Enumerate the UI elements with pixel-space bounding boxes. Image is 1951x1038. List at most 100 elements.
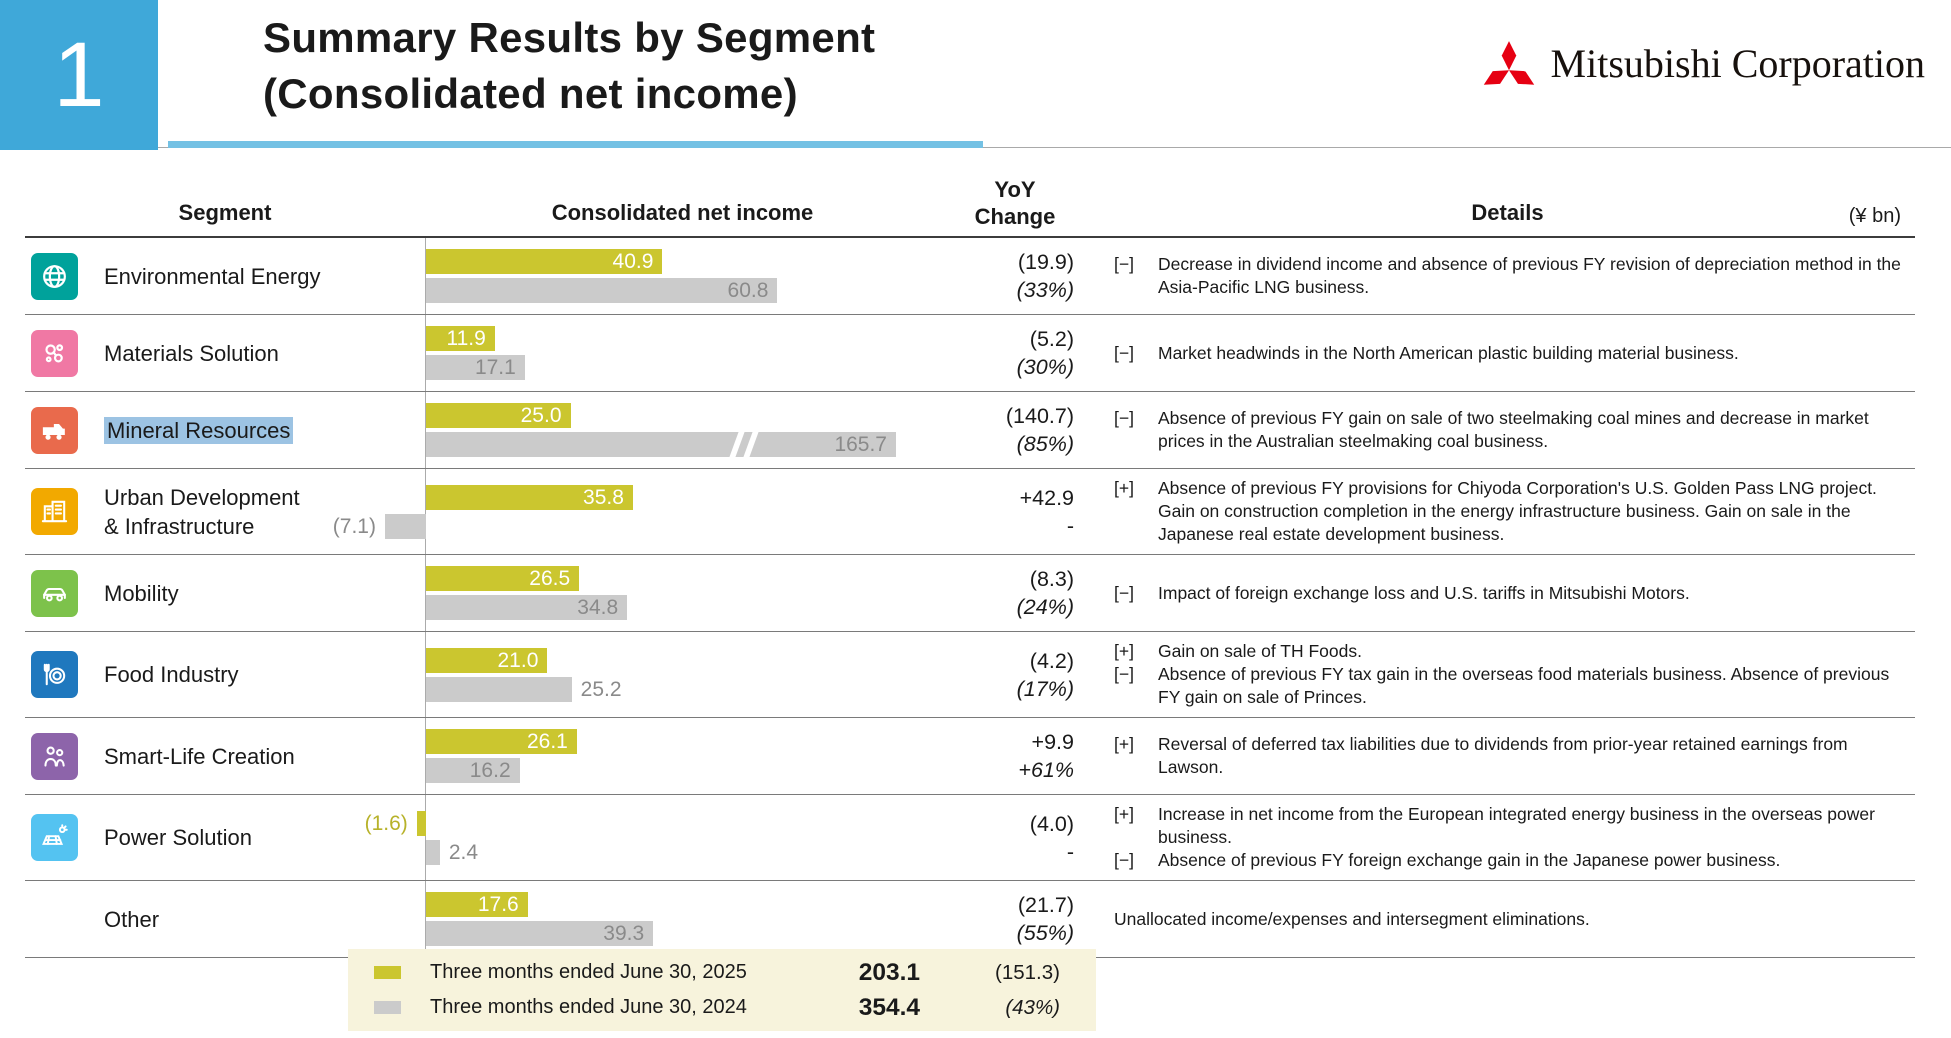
molecules-icon [31, 329, 78, 377]
bar-chart-cell: 35.8 (7.1) [333, 469, 940, 554]
detail-sign: [−] [1114, 664, 1134, 684]
segment-name-line2: & Infrastructure [104, 513, 255, 539]
legend-swatch-2024-icon [374, 1001, 401, 1014]
legend-swatch-2025-icon [374, 966, 401, 979]
column-header-yoy: YoY Change [940, 176, 1090, 230]
details-cell: [−] Impact of foreign exchange loss and U… [1090, 555, 1915, 631]
legend-total-2025: 203.1 [858, 958, 920, 986]
food-icon [31, 651, 78, 698]
detail-text: Decrease in dividend income and absence … [1158, 254, 1901, 297]
bar-chart-cell: 21.0 25.2 [425, 632, 940, 717]
bar-2025: 21.0 [426, 647, 548, 673]
power-icon [31, 814, 78, 861]
buildings-icon [31, 488, 78, 535]
yoy-value: (21.7) [1017, 893, 1074, 917]
detail-text: Reversal of deferred tax liabilities due… [1158, 734, 1848, 777]
bar-label: 17.6 [477, 893, 519, 916]
detail-text: Market headwinds in the North American p… [1158, 342, 1739, 363]
segment-cell: Mobility [25, 555, 425, 631]
segment-cell: Food Industry [25, 632, 425, 717]
car-icon [31, 569, 78, 617]
bar-label: 26.5 [529, 567, 571, 590]
bar-2025: 25.0 [426, 403, 571, 428]
detail-sign: [+] [1114, 478, 1134, 498]
bar-label: 35.8 [583, 485, 624, 509]
detail-sign: [−] [1114, 254, 1134, 274]
detail-line: [−] Market headwinds in the North America… [1114, 342, 1901, 365]
details-cell: [−] Market headwinds in the North America… [1090, 315, 1915, 391]
segment-cell: Environmental Energy [25, 238, 425, 314]
segment-row-other: Other 17.6 39.3 (21.7) (55%) Unallocated inco… [25, 881, 1915, 958]
details-cell: [+] Reversal of deferred tax liabilities … [1090, 718, 1915, 794]
column-header-income: Consolidated net income [551, 200, 814, 225]
yoy-percent: (55%) [1016, 921, 1074, 945]
details-cell: [−] Absence of previous FY gain on sale o… [1090, 392, 1915, 468]
bar-label: 25.2 [580, 677, 622, 701]
bar-label: 40.9 [612, 250, 654, 273]
bar-2025: 26.5 [426, 566, 580, 591]
detail-text: Gain on sale of TH Foods. [1158, 641, 1362, 661]
segment-cell: Mineral Resources [25, 392, 425, 468]
bar-chart-cell: 11.9 17.1 [425, 315, 940, 391]
detail-line: [+] Increase in net income from the Europ… [1114, 803, 1901, 849]
yoy-cell: +9.9 +61% [940, 718, 1090, 794]
segment-name: Smart-Life Creation [104, 742, 295, 771]
detail-sign: [+] [1114, 804, 1134, 824]
bar-chart-cell: 25.0 165.7 [425, 392, 940, 468]
bar-label: 60.8 [727, 279, 769, 302]
yoy-value: (4.2) [1029, 648, 1074, 673]
yoy-percent: (85%) [1016, 432, 1074, 456]
detail-line: [−] Impact of foreign exchange loss and U… [1114, 582, 1901, 605]
bar-2025: 17.6 [426, 892, 528, 917]
segment-row-urban-development: Urban Development & Infrastructure 35.8 (7.… [25, 469, 1915, 555]
yoy-cell: (19.9) (33%) [940, 238, 1090, 314]
bar-label: 11.9 [446, 327, 486, 350]
detail-line: [+] Reversal of deferred tax liabilities … [1114, 733, 1901, 779]
segment-cell: Smart-Life Creation [25, 718, 425, 794]
detail-text: Absence of previous FY tax gain in the o… [1158, 664, 1890, 707]
segment-name-text: Smart-Life Creation [104, 743, 295, 769]
page-title: Summary Results by Segment (Consolidated… [263, 10, 875, 122]
bar-2024: 17.1 [426, 355, 525, 380]
table-header: Segment Consolidated net income YoY Chan… [0, 174, 1951, 234]
segment-row-materials-solution: Materials Solution 11.9 17.1 (5.2) (30%) [−] M… [25, 315, 1915, 392]
bar-2024 [426, 676, 572, 702]
detail-sign: [−] [1114, 342, 1134, 363]
detail-text: Impact of foreign exchange loss and U.S.… [1158, 582, 1690, 603]
slide-number-box: 1 [0, 0, 158, 150]
detail-line: [+] Gain on sale of TH Foods. [1114, 640, 1901, 663]
yoy-cell: (8.3) (24%) [940, 555, 1090, 631]
details-cell: [+] Absence of previous FY provisions for… [1090, 469, 1915, 554]
detail-text: Unallocated income/expenses and interseg… [1114, 908, 1590, 929]
bar-2024: 34.8 [426, 595, 628, 620]
detail-line: [+] Absence of previous FY provisions for… [1114, 477, 1901, 546]
segment-cell: Materials Solution [25, 315, 425, 391]
segment-name: Power Solution [104, 823, 252, 852]
page-title-line2: (Consolidated net income) [263, 70, 798, 117]
bar-label: 2.4 [448, 840, 479, 864]
yoy-value: (8.3) [1029, 567, 1074, 591]
legend-change-2024: (43%) [1005, 995, 1060, 1019]
bar-2024 [426, 839, 440, 865]
segment-name-text: Food Industry [104, 662, 239, 687]
company-logo-text: Mitsubishi Corporation [1550, 41, 1925, 86]
segment-row-smart-life-creation: Smart-Life Creation 26.1 16.2 +9.9 +61% [+] Re… [25, 718, 1915, 795]
bar-label: 26.1 [526, 730, 568, 753]
yoy-value: +42.9 [1019, 485, 1074, 510]
mitsubishi-mark-icon [1483, 41, 1534, 85]
bar-chart-cell: 17.6 39.3 [425, 881, 940, 957]
legend-label-2025: Three months ended June 30, 2025 [430, 961, 747, 983]
detail-text: Absence of previous FY gain on sale of t… [1158, 408, 1869, 451]
slide-number: 1 [53, 23, 105, 126]
segment-row-food-industry: Food Industry 21.0 25.2 (4.2) (17%) [+] Gain o… [25, 632, 1915, 718]
segment-name-text: Environmental Energy [104, 263, 321, 289]
detail-sign: [−] [1114, 850, 1134, 870]
detail-text: Absence of previous FY provisions for Ch… [1158, 478, 1877, 544]
bar-2024: 165.7 [426, 430, 896, 459]
people-icon [31, 732, 78, 780]
yoy-value: (140.7) [1005, 404, 1074, 428]
yoy-percent: (30%) [1016, 355, 1074, 379]
yoy-percent: (24%) [1016, 595, 1074, 619]
bar-2025 [416, 810, 426, 836]
